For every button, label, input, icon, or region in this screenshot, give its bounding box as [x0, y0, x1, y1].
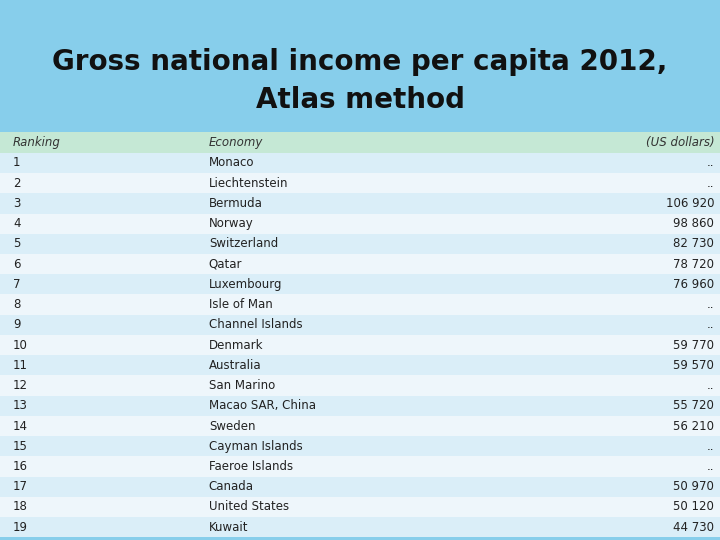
Text: 12: 12 — [13, 379, 28, 392]
Text: Isle of Man: Isle of Man — [209, 298, 273, 311]
Text: Gross national income per capita 2012,: Gross national income per capita 2012, — [53, 48, 667, 76]
Bar — [0, 173, 720, 193]
Text: 11: 11 — [13, 359, 28, 372]
Bar — [0, 416, 720, 436]
Bar — [0, 315, 720, 335]
Text: ..: .. — [707, 298, 714, 311]
Text: 106 920: 106 920 — [666, 197, 714, 210]
Bar — [0, 497, 720, 517]
Text: San Marino: San Marino — [209, 379, 275, 392]
Text: ..: .. — [707, 157, 714, 170]
Text: 59 770: 59 770 — [673, 339, 714, 352]
Bar — [0, 396, 720, 416]
Text: Macao SAR, China: Macao SAR, China — [209, 399, 316, 412]
Text: 18: 18 — [13, 501, 28, 514]
Text: Sweden: Sweden — [209, 420, 256, 433]
Text: 14: 14 — [13, 420, 28, 433]
Text: 82 730: 82 730 — [673, 238, 714, 251]
Text: 56 210: 56 210 — [673, 420, 714, 433]
Text: Monaco: Monaco — [209, 157, 254, 170]
Text: 1: 1 — [13, 157, 20, 170]
Text: Qatar: Qatar — [209, 258, 243, 271]
Text: 4: 4 — [13, 217, 20, 230]
Text: Economy: Economy — [209, 136, 264, 149]
Text: 10: 10 — [13, 339, 28, 352]
Text: Canada: Canada — [209, 480, 253, 493]
Text: Switzerland: Switzerland — [209, 238, 278, 251]
Text: Channel Islands: Channel Islands — [209, 318, 302, 332]
Text: Atlas method: Atlas method — [256, 86, 464, 114]
Text: 15: 15 — [13, 440, 28, 453]
Text: ..: .. — [707, 440, 714, 453]
Text: 5: 5 — [13, 238, 20, 251]
Bar — [0, 355, 720, 375]
Text: 2: 2 — [13, 177, 20, 190]
Text: 17: 17 — [13, 480, 28, 493]
Bar — [0, 335, 720, 355]
Text: 9: 9 — [13, 318, 20, 332]
Text: 6: 6 — [13, 258, 20, 271]
Text: Bermuda: Bermuda — [209, 197, 263, 210]
Text: Australia: Australia — [209, 359, 261, 372]
Bar — [0, 294, 720, 315]
Text: Kuwait: Kuwait — [209, 521, 248, 534]
Text: 16: 16 — [13, 460, 28, 473]
Text: 19: 19 — [13, 521, 28, 534]
Text: Faeroe Islands: Faeroe Islands — [209, 460, 293, 473]
Text: 50 120: 50 120 — [673, 501, 714, 514]
Text: Luxembourg: Luxembourg — [209, 278, 282, 291]
Text: 50 970: 50 970 — [673, 480, 714, 493]
Text: Liechtenstein: Liechtenstein — [209, 177, 288, 190]
Bar — [0, 274, 720, 294]
Text: ..: .. — [707, 318, 714, 332]
Text: 3: 3 — [13, 197, 20, 210]
Text: ..: .. — [707, 460, 714, 473]
Text: 13: 13 — [13, 399, 28, 412]
Bar — [0, 213, 720, 234]
Bar — [0, 436, 720, 456]
Text: Cayman Islands: Cayman Islands — [209, 440, 302, 453]
Text: 76 960: 76 960 — [673, 278, 714, 291]
Bar — [0, 193, 720, 213]
Bar — [0, 153, 720, 173]
Bar — [0, 132, 720, 153]
Text: Ranking: Ranking — [13, 136, 60, 149]
Text: 7: 7 — [13, 278, 20, 291]
Bar — [0, 234, 720, 254]
Text: 55 720: 55 720 — [673, 399, 714, 412]
Text: 8: 8 — [13, 298, 20, 311]
Bar — [0, 375, 720, 396]
Text: 78 720: 78 720 — [673, 258, 714, 271]
Bar — [0, 477, 720, 497]
Text: ..: .. — [707, 379, 714, 392]
Text: 59 570: 59 570 — [673, 359, 714, 372]
Text: ..: .. — [707, 177, 714, 190]
Bar — [0, 517, 720, 537]
Text: 98 860: 98 860 — [673, 217, 714, 230]
Text: Denmark: Denmark — [209, 339, 264, 352]
Bar — [0, 456, 720, 477]
Text: Norway: Norway — [209, 217, 253, 230]
Text: United States: United States — [209, 501, 289, 514]
Bar — [0, 254, 720, 274]
Text: (US dollars): (US dollars) — [646, 136, 714, 149]
Text: 44 730: 44 730 — [673, 521, 714, 534]
